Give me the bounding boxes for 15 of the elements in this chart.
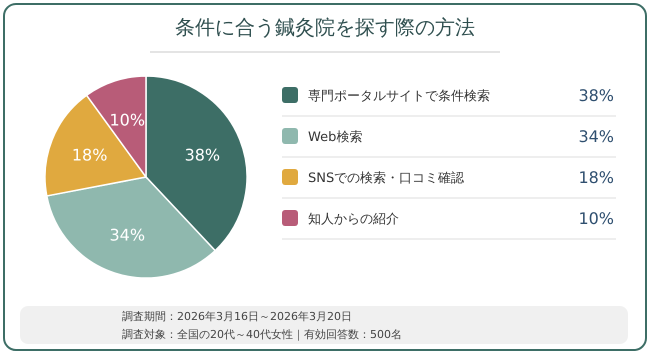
legend-label: 知人からの紹介 [308,212,399,227]
legend-label: Web検索 [308,130,362,145]
text: 34% [578,127,614,146]
text: 調査期間：2026年3月16日～2026年3月20日 [122,310,352,323]
data-label: 10% [109,110,146,130]
text: 10% [578,209,614,228]
text: 38% [578,86,614,105]
data-label: 18% [72,146,108,165]
chart-title: 条件に合う鍼灸院を探す際の方法 [175,15,475,39]
data-label: 38% [184,146,220,165]
data-label: 34% [109,226,146,245]
text: 調査対象：全国の20代～40代女性｜有効回答数：500名 [122,328,402,341]
legend-label: SNSでの検索・口コミ確認 [308,171,464,186]
legend-label: 専門ポータルサイトで条件検索 [308,89,490,104]
text: 18% [578,168,614,187]
